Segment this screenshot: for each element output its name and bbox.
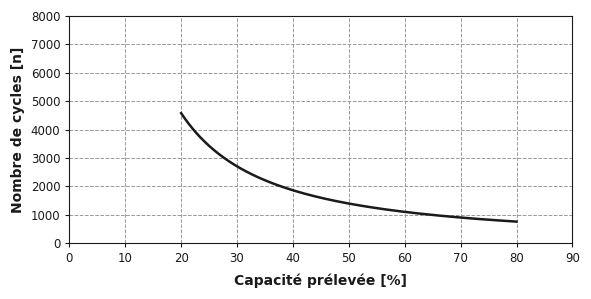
X-axis label: Capacité prélevée [%]: Capacité prélevée [%] [235,273,407,288]
Y-axis label: Nombre de cycles [n]: Nombre de cycles [n] [11,46,25,213]
